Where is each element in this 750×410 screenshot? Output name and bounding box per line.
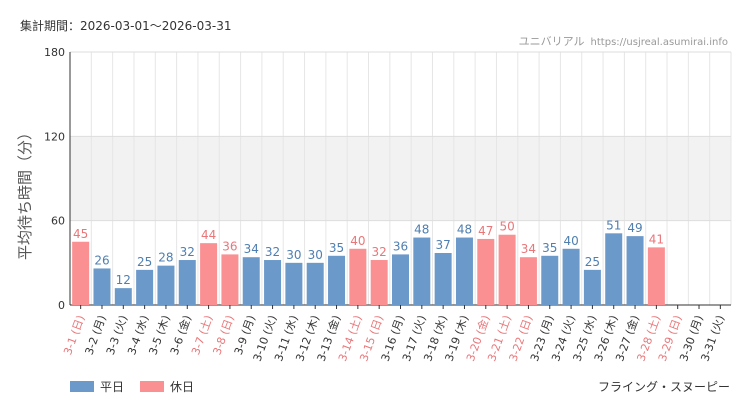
bar	[200, 243, 218, 305]
bar	[605, 233, 623, 305]
bar	[647, 247, 665, 305]
data-label: 48	[457, 223, 472, 237]
data-label: 25	[585, 255, 600, 269]
data-label: 44	[201, 228, 216, 242]
data-label: 32	[265, 245, 280, 259]
data-label: 47	[478, 224, 493, 238]
bar	[242, 257, 260, 305]
bar	[221, 254, 239, 305]
legend-label-holiday: 休日	[170, 380, 195, 394]
site-url[interactable]: https://usjreal.asumirai.info	[590, 37, 728, 48]
bar	[434, 252, 452, 305]
legend-swatch-holiday	[140, 381, 165, 392]
data-label: 34	[521, 242, 536, 256]
bar	[328, 255, 346, 305]
data-label: 35	[542, 241, 557, 255]
bar	[477, 238, 495, 305]
bar	[562, 248, 580, 305]
data-label: 28	[158, 251, 173, 265]
bar	[519, 257, 537, 305]
bar	[93, 268, 111, 305]
data-label: 30	[286, 248, 301, 262]
legend-label-weekday: 平日	[100, 380, 125, 394]
site-credit: ユニバリアル https://usjreal.asumirai.info	[519, 33, 728, 49]
bar	[392, 254, 409, 305]
data-label: 34	[244, 242, 259, 256]
bar	[72, 241, 90, 305]
bar	[264, 260, 282, 305]
data-label: 41	[649, 232, 664, 246]
bar	[498, 234, 516, 305]
data-label: 40	[350, 234, 365, 248]
data-label: 36	[393, 239, 408, 253]
data-label: 25	[137, 255, 152, 269]
data-label: 26	[94, 253, 109, 267]
y-tick-label: 60	[51, 215, 65, 228]
bar	[370, 260, 388, 305]
data-label: 37	[436, 238, 451, 252]
legend-swatch-weekday	[70, 381, 94, 392]
bar	[114, 288, 132, 305]
data-label: 32	[180, 245, 195, 259]
bar	[306, 262, 324, 305]
data-label: 30	[308, 248, 323, 262]
data-label: 51	[606, 218, 621, 232]
data-label: 48	[414, 223, 429, 237]
bar	[455, 237, 473, 305]
data-label: 49	[627, 221, 642, 235]
bar	[541, 255, 559, 305]
bar	[583, 269, 601, 305]
data-label: 12	[116, 273, 131, 287]
site-name: ユニバリアル	[518, 35, 585, 48]
bar	[626, 236, 644, 305]
data-label: 45	[73, 227, 88, 241]
shaded-band	[70, 136, 731, 221]
data-label: 40	[563, 234, 578, 248]
data-label: 35	[329, 241, 344, 255]
bar	[349, 248, 367, 305]
y-tick-label: 180	[44, 46, 65, 59]
period-label: 集計期間：2026-03-01〜2026-03-31	[20, 19, 232, 33]
y-tick-label: 120	[44, 130, 65, 143]
legend: 平日 休日	[70, 378, 194, 395]
legend-item-holiday[interactable]: 休日	[140, 378, 194, 395]
data-label: 36	[222, 239, 237, 253]
bar	[285, 262, 303, 305]
bar	[157, 265, 175, 305]
attraction-name: フライング・スヌーピー	[597, 380, 730, 394]
legend-item-weekday[interactable]: 平日	[70, 378, 124, 395]
bar	[413, 237, 431, 305]
data-label: 32	[372, 245, 387, 259]
data-label: 50	[499, 220, 514, 234]
bar	[178, 260, 196, 305]
bar	[136, 269, 154, 305]
y-tick-label: 0	[58, 299, 65, 312]
